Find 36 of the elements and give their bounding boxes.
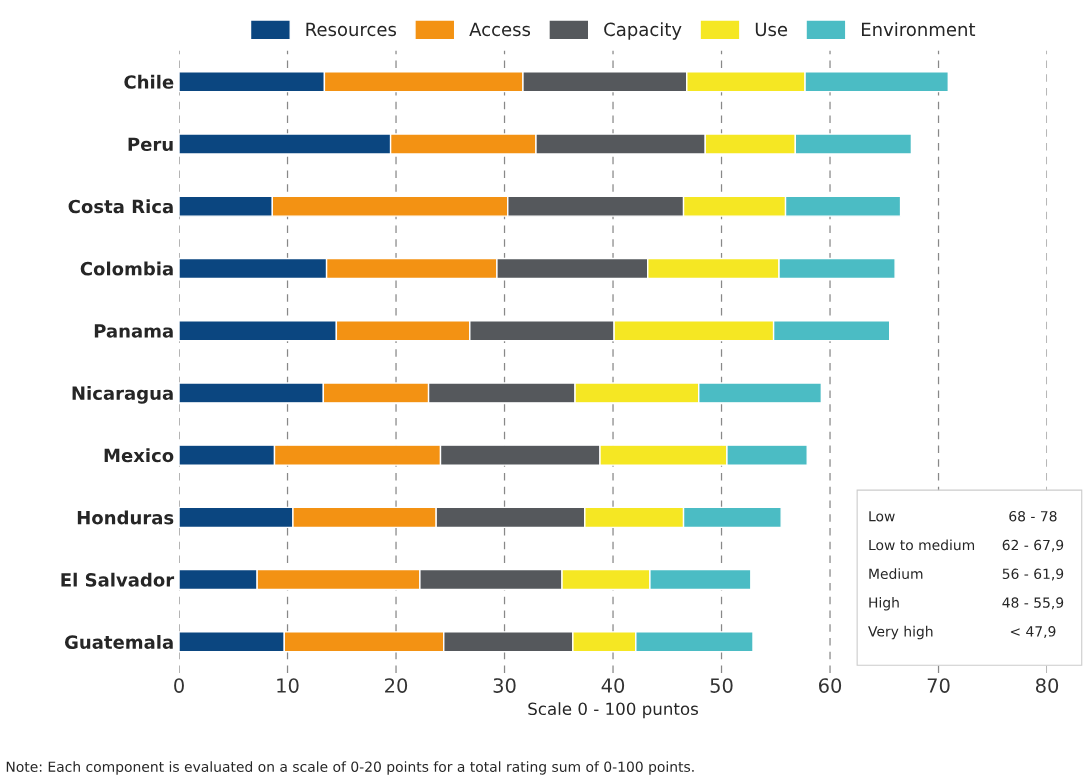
annotation: 48 - 55,9: [1002, 597, 1064, 610]
x-tick-label: 60: [819, 678, 842, 693]
annotation: High: [869, 597, 899, 611]
y-tick-label: Chile: [124, 74, 174, 89]
annotation: Very high: [868, 625, 933, 640]
legend-label: Use: [755, 22, 788, 37]
y-tick-label: Peru: [128, 137, 173, 152]
x-tick-label: 50: [710, 678, 733, 693]
annotation: 68 - 78: [1009, 510, 1057, 522]
y-tick-label: Costa Rica: [68, 199, 173, 214]
legend-label: Capacity: [604, 22, 682, 40]
y-tick-label: Nicaragua: [72, 386, 173, 404]
annotation: Low: [869, 511, 895, 522]
x-tick-label: 30: [493, 678, 516, 693]
annotation: < 47,9: [1010, 626, 1056, 639]
legend-label: Access: [469, 22, 531, 37]
y-tick-label: Mexico: [104, 448, 174, 463]
y-tick-label: Honduras: [77, 510, 174, 525]
x-tick-label: 70: [927, 678, 950, 693]
annotation: Medium: [869, 568, 923, 580]
legend-label: Resources: [306, 22, 397, 37]
x-tick-label: 0: [174, 678, 184, 693]
x-tick-label: 10: [277, 678, 299, 693]
x-axis-title: Scale 0 - 100 puntos: [528, 702, 698, 719]
x-tick-label: 80: [1035, 678, 1059, 693]
annotation: Low to medium: [869, 539, 975, 551]
y-tick-label: Colombia: [80, 261, 173, 276]
legend-label: Environment: [862, 22, 976, 37]
y-tick-label: El Salvador: [61, 572, 175, 587]
y-tick-label: Panama: [94, 324, 173, 338]
text: Note: Each component is evaluated on a scale of 0-20 points for a total rating sum of 0-100 points.: [6, 761, 694, 775]
annotation: 62 - 67,9: [1002, 539, 1064, 552]
x-tick-label: 40: [601, 678, 625, 693]
x-tick-label: 20: [385, 678, 408, 693]
annotation: 56 - 61,9: [1002, 568, 1064, 581]
y-tick-label: Guatemala: [64, 634, 173, 649]
